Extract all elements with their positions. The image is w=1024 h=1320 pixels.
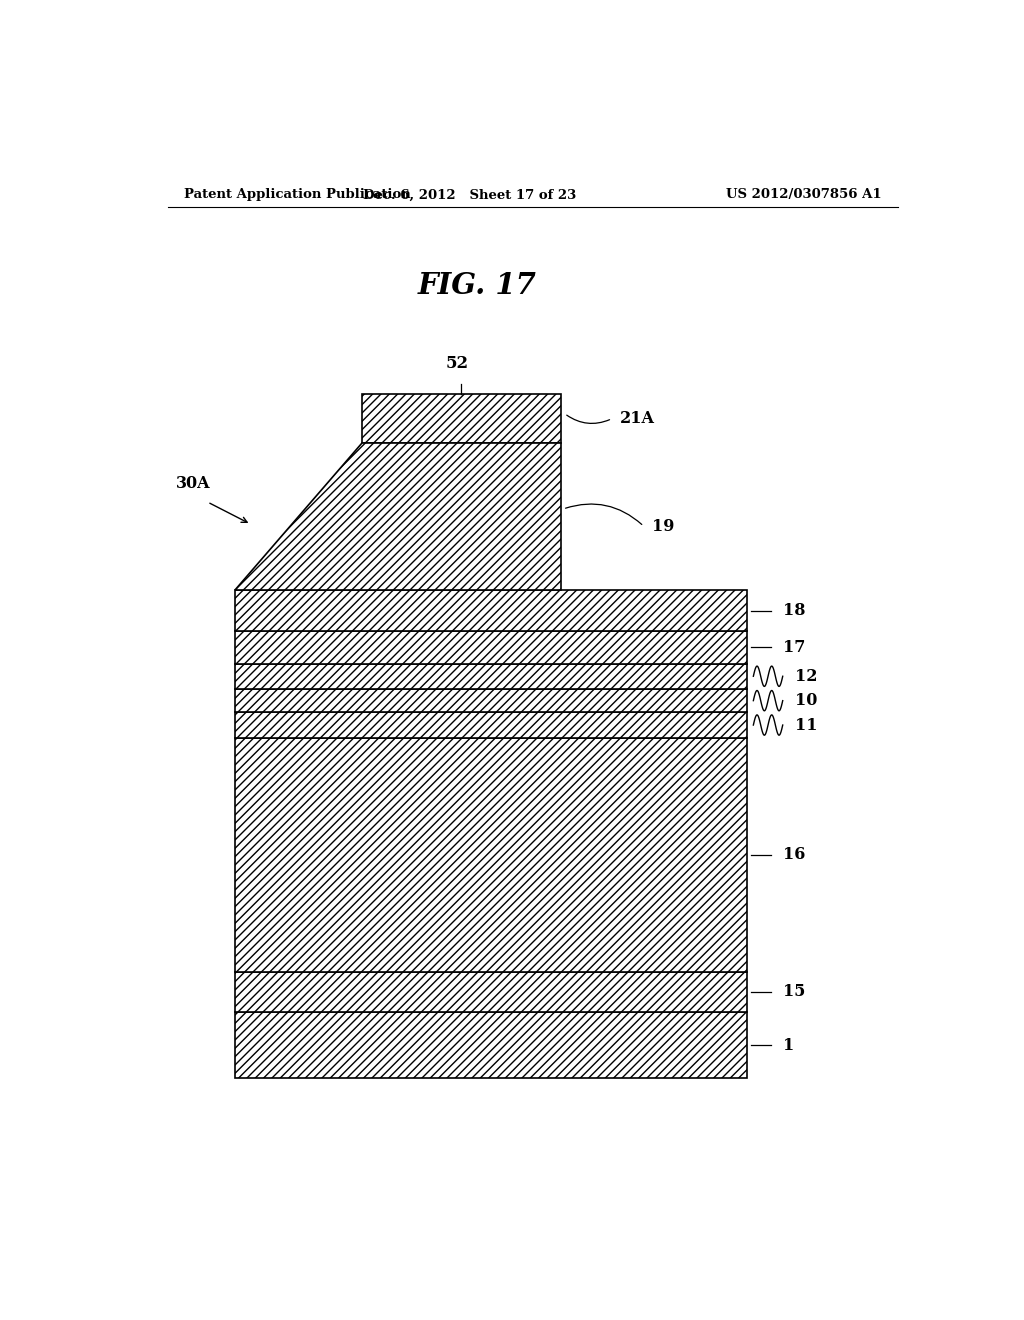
Text: 18: 18	[782, 602, 805, 619]
Text: 11: 11	[795, 717, 817, 734]
Bar	[236, 1012, 748, 1078]
Bar	[236, 590, 748, 631]
Text: US 2012/0307856 A1: US 2012/0307856 A1	[726, 189, 882, 202]
Bar	[236, 972, 748, 1012]
Text: 17: 17	[782, 639, 805, 656]
Bar	[236, 738, 748, 972]
Bar	[236, 664, 748, 689]
Bar	[236, 713, 748, 738]
Text: 10: 10	[795, 692, 817, 709]
Text: FIG. 17: FIG. 17	[418, 271, 537, 300]
Text: 30A: 30A	[176, 475, 210, 492]
Bar	[362, 395, 560, 444]
Text: 1: 1	[782, 1036, 794, 1053]
Text: 52: 52	[445, 355, 469, 372]
Text: 21A: 21A	[620, 411, 655, 428]
Bar	[236, 631, 748, 664]
Text: 19: 19	[652, 517, 674, 535]
Polygon shape	[236, 444, 560, 590]
Bar	[236, 689, 748, 713]
Text: 16: 16	[782, 846, 805, 863]
Text: Patent Application Publication: Patent Application Publication	[183, 189, 411, 202]
Text: 15: 15	[782, 983, 805, 1001]
Text: 12: 12	[795, 668, 817, 685]
Text: Dec. 6, 2012   Sheet 17 of 23: Dec. 6, 2012 Sheet 17 of 23	[362, 189, 575, 202]
